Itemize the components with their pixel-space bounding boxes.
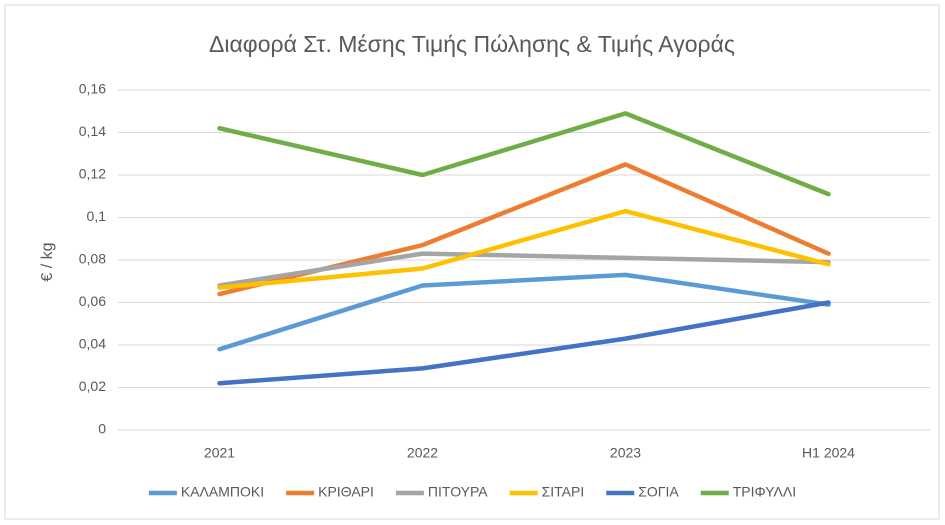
y-tick-label: 0,12 xyxy=(79,166,106,182)
series-line xyxy=(217,208,831,290)
x-tick-label: 2021 xyxy=(204,445,235,461)
x-tick-label: H1 2024 xyxy=(802,445,855,461)
chart-title: Διαφορά Στ. Μέσης Τιμής Πώλησης & Τιμής … xyxy=(209,31,735,57)
legend-label: ΠΙΤΟΥΡΑ xyxy=(428,484,488,500)
legend-label: ΣΙΤΑΡΙ xyxy=(542,484,585,500)
x-tick-label: 2022 xyxy=(407,445,438,461)
y-tick-label: 0,1 xyxy=(87,208,107,224)
y-tick-label: 0,08 xyxy=(79,251,106,267)
y-axis-label: € / kg xyxy=(39,242,56,281)
y-tick-label: 0,14 xyxy=(79,123,106,139)
legend-label: ΚΡΙΘΑΡΙ xyxy=(318,484,374,500)
series-line xyxy=(217,272,831,352)
legend-label: ΤΡΙΦΥΛΛΙ xyxy=(733,484,796,500)
series-line xyxy=(217,300,831,386)
y-tick-label: 0 xyxy=(98,421,106,437)
y-tick-label: 0,02 xyxy=(79,378,106,394)
x-tick-label: 2023 xyxy=(610,445,641,461)
series-line xyxy=(217,251,831,288)
series-line xyxy=(217,111,831,197)
legend-label: ΣΟΓΙΑ xyxy=(638,484,679,500)
y-tick-label: 0,04 xyxy=(79,336,106,352)
y-tick-label: 0,16 xyxy=(79,81,106,97)
legend-label: ΚΑΛΑΜΠΟΚΙ xyxy=(181,484,264,500)
y-tick-label: 0,06 xyxy=(79,293,106,309)
